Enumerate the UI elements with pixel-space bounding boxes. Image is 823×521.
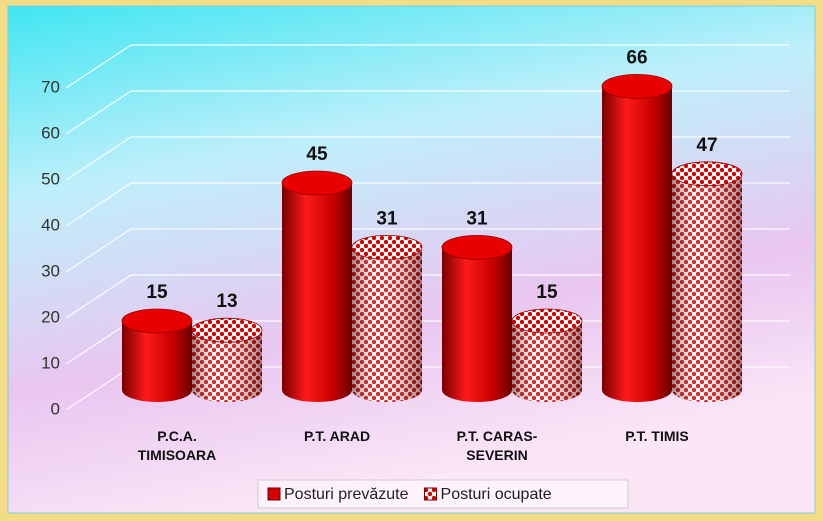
y-tick-label: 70: [41, 77, 60, 96]
y-tick-label: 50: [41, 169, 60, 188]
grid-line: [65, 136, 790, 181]
bar-top: [671, 161, 743, 187]
bar-shade: [352, 247, 422, 402]
y-tick-label: 60: [41, 123, 60, 142]
bar-shade: [192, 330, 262, 402]
data-label: 31: [466, 208, 488, 229]
bar-top: [191, 317, 263, 343]
data-label: 66: [626, 47, 647, 68]
bar: [442, 247, 512, 402]
data-label: 47: [696, 135, 717, 156]
grid-line: [65, 44, 790, 89]
x-tick-label: P.T. ARAD: [303, 428, 371, 444]
bar-shade: [512, 321, 582, 402]
bar-top: [281, 170, 353, 196]
y-tick-label: 0: [51, 399, 60, 418]
data-label: 31: [376, 208, 398, 229]
grid-line: [65, 228, 790, 273]
bar-top: [511, 308, 583, 334]
data-label: 15: [536, 282, 558, 303]
y-tick-label: 30: [41, 261, 60, 280]
legend-label: Posturi prevăzute: [284, 486, 409, 503]
data-label: 13: [216, 291, 237, 312]
bar: [122, 321, 192, 402]
data-label: 45: [306, 144, 328, 165]
legend-box: [257, 479, 629, 509]
y-tick-label: 20: [41, 307, 60, 326]
x-tick-label: P.T. CARAS-SEVERIN: [456, 428, 538, 463]
legend-swatch: [424, 487, 438, 501]
y-tick-label: 10: [41, 353, 60, 372]
bar: [282, 183, 352, 402]
legend-label: Posturi ocupate: [441, 486, 552, 503]
bar-top: [351, 234, 423, 260]
bar: [602, 86, 672, 403]
y-tick-label: 40: [41, 215, 60, 234]
bar-top: [121, 308, 193, 334]
bar-top: [441, 234, 513, 260]
grid-line: [65, 182, 790, 227]
bar-shade: [672, 173, 742, 402]
x-tick-label: P.C.A. TIMISOARA: [137, 428, 217, 463]
x-tick-label: P.T. TIMIS: [625, 428, 689, 444]
grid-line: [65, 274, 790, 319]
bar-top: [601, 74, 673, 99]
grid-line: [65, 90, 790, 135]
data-label: 15: [146, 282, 168, 303]
legend-swatch: [267, 487, 281, 501]
